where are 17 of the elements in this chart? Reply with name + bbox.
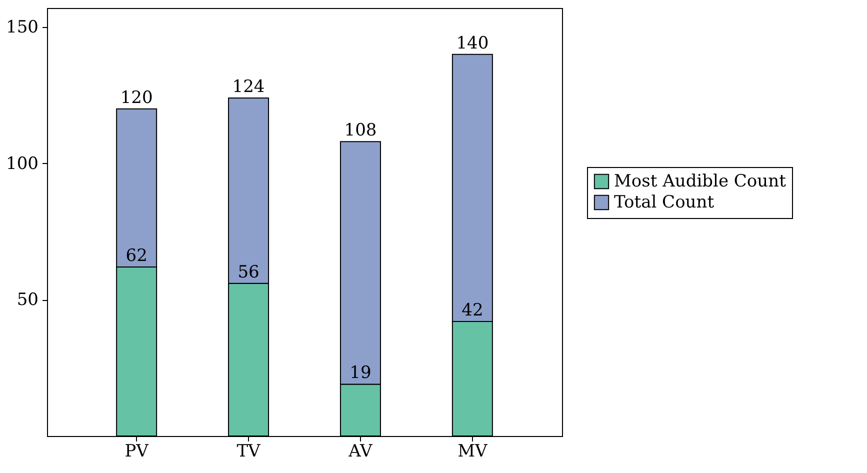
- x-tick-label: AV: [348, 442, 374, 462]
- x-tick-label: PV: [124, 442, 150, 462]
- y-tick-label: 50: [16, 290, 38, 310]
- legend-label: Total Count: [614, 192, 714, 212]
- x-tick-label: TV: [236, 442, 262, 462]
- y-tick-label: 150: [6, 18, 38, 38]
- data-label: 42: [462, 300, 484, 321]
- y-tick-label: 100: [6, 154, 38, 174]
- total-label: 140: [456, 33, 489, 54]
- total-label: 108: [344, 120, 377, 141]
- total-label: 124: [232, 76, 265, 97]
- data-label: 62: [126, 246, 148, 266]
- x-tick-label: MV: [458, 442, 488, 462]
- legend-label: Most Audible Count: [614, 172, 786, 192]
- data-label: 56: [238, 262, 260, 282]
- total-label: 120: [120, 88, 153, 108]
- data-label: 19: [350, 363, 372, 384]
